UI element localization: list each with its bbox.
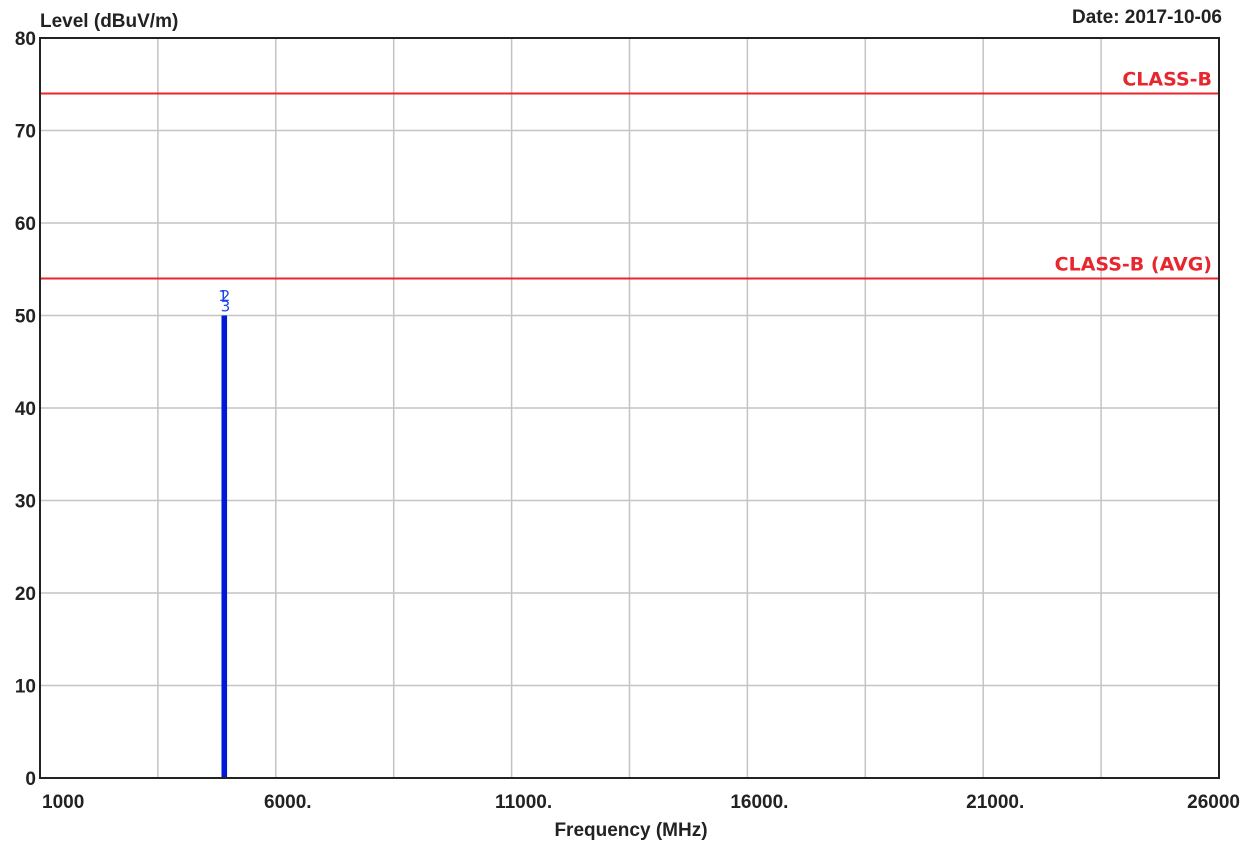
peak-markers: 123	[218, 287, 230, 315]
x-tick-label: 11000.	[495, 792, 552, 813]
y-tick-label: 20	[15, 584, 36, 605]
y-tick-label: 80	[15, 29, 36, 50]
x-tick-label: 26000	[1187, 792, 1240, 813]
limit-line-label: CLASS-B	[1122, 69, 1212, 91]
y-tick-label: 30	[15, 492, 36, 513]
marker-label: 3	[221, 297, 231, 315]
marker-label: 1	[218, 287, 228, 305]
x-tick-label: 21000.	[966, 792, 1024, 813]
limit-line-label: CLASS-B (AVG)	[1055, 254, 1212, 276]
x-tick-label: 16000.	[730, 792, 788, 813]
marker-label: 2	[221, 287, 231, 305]
limit-lines: CLASS-B CLASS-B (AVG)	[40, 69, 1219, 280]
trace-series	[221, 315, 228, 778]
date-label: Date: 2017-10-06	[1072, 7, 1222, 28]
x-axis-title: Frequency (MHz)	[554, 820, 707, 841]
y-tick-label: 50	[15, 307, 36, 328]
y-tick-label: 0	[25, 769, 36, 790]
y-tick-label: 70	[15, 122, 36, 143]
y-axis-title: Level (dBuV/m)	[40, 11, 178, 32]
x-tick-label: 1000	[42, 792, 84, 813]
tick-labels: 0 10 20 30 40 50 60 70 80 1000 6000. 11000. 16000. 21…	[15, 29, 1240, 813]
y-tick-label: 60	[15, 214, 36, 235]
x-tick-label: 6000.	[264, 792, 312, 813]
y-tick-label: 40	[15, 399, 36, 420]
plot-frame	[39, 37, 1220, 779]
grid-lines	[40, 38, 1219, 778]
y-tick-label: 10	[15, 677, 36, 698]
